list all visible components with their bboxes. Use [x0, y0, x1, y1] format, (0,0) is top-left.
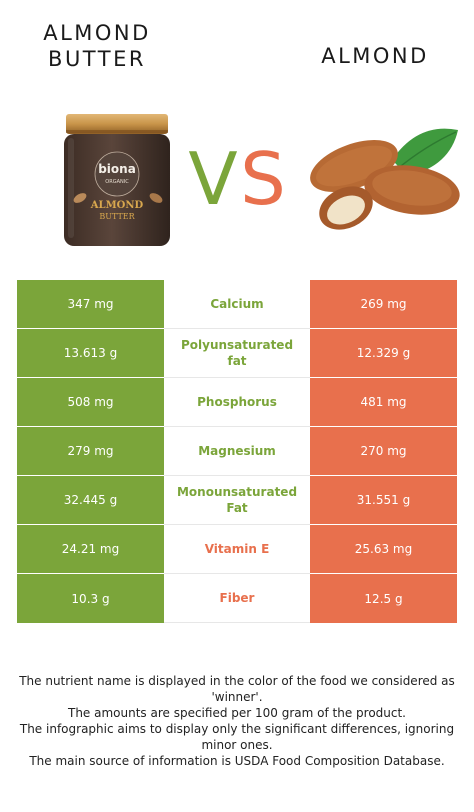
right-food-value: 481 mg: [310, 378, 457, 427]
right-food-value: 270 mg: [310, 427, 457, 476]
left-food-value: 13.613 g: [17, 329, 164, 378]
vs-mark: V S: [188, 138, 286, 218]
right-food-value: 25.63 mg: [310, 525, 457, 574]
nutrient-name: Calcium: [164, 280, 310, 329]
vs-s-letter: S: [240, 138, 286, 218]
left-food-title-line1: ALMOND: [43, 21, 151, 45]
nutrient-row: 347 mg Calcium 269 mg: [17, 280, 457, 329]
right-food-value: 12.329 g: [310, 329, 457, 378]
almonds-image: [310, 128, 460, 230]
right-food-value: 269 mg: [310, 280, 457, 329]
jar-name-text: ALMOND: [90, 200, 144, 211]
nutrient-name: Monounsaturated Fat: [164, 476, 310, 525]
vs-v-letter: V: [188, 138, 237, 218]
nutrient-name: Fiber: [164, 574, 310, 623]
footer-line-significance-note: The infographic aims to display only the…: [19, 722, 455, 752]
nutrient-row: 508 mg Phosphorus 481 mg: [17, 378, 457, 427]
footer-line-amounts-note: The amounts are specified per 100 gram o…: [67, 706, 406, 720]
nutrient-row: 10.3 g Fiber 12.5 g: [17, 574, 457, 623]
right-food-value: 12.5 g: [310, 574, 457, 623]
jar-brand-text: biona: [98, 162, 136, 176]
nutrient-name: Polyunsaturated fat: [164, 329, 310, 378]
footer-line-source-note: The main source of information is USDA F…: [29, 754, 445, 768]
left-food-value: 10.3 g: [17, 574, 164, 623]
comparison-header: ALMOND BUTTER ALMOND biona ORGANIC ALMON…: [0, 0, 474, 270]
right-food-title: ALMOND: [321, 44, 429, 68]
left-food-title-line2: BUTTER: [48, 47, 146, 71]
footer-line-winner-note: The nutrient name is displayed in the co…: [19, 674, 455, 704]
nutrient-name: Phosphorus: [164, 378, 310, 427]
left-food-value: 347 mg: [17, 280, 164, 329]
almond-butter-jar-image: biona ORGANIC ALMOND BUTTER: [64, 114, 170, 246]
left-food-value: 279 mg: [17, 427, 164, 476]
nutrient-row: 279 mg Magnesium 270 mg: [17, 427, 457, 476]
nutrient-name: Vitamin E: [164, 525, 310, 574]
nutrient-row: 13.613 g Polyunsaturated fat 12.329 g: [17, 329, 457, 378]
jar-sub-text: ORGANIC: [105, 179, 129, 185]
nutrient-comparison-table: 347 mg Calcium 269 mg 13.613 g Polyunsaturat…: [17, 280, 457, 623]
nutrient-row: 32.445 g Monounsaturated Fat 31.551 g: [17, 476, 457, 525]
left-food-value: 32.445 g: [17, 476, 164, 525]
nutrient-name: Magnesium: [164, 427, 310, 476]
left-food-value: 508 mg: [17, 378, 164, 427]
jar-name2-text: BUTTER: [99, 212, 135, 221]
footer-notes: The nutrient name is displayed in the co…: [10, 673, 464, 769]
left-food-title: ALMOND BUTTER: [22, 20, 172, 72]
left-food-value: 24.21 mg: [17, 525, 164, 574]
nutrient-row: 24.21 mg Vitamin E 25.63 mg: [17, 525, 457, 574]
right-food-value: 31.551 g: [310, 476, 457, 525]
